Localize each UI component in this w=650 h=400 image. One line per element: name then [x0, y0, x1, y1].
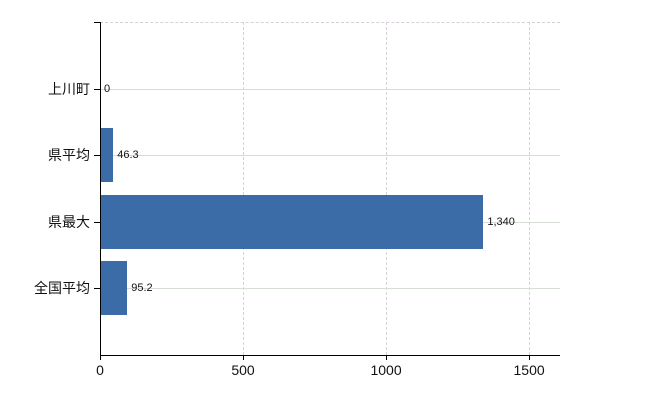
- value-label: 0: [104, 82, 111, 95]
- x-tick-label: 0: [96, 362, 104, 378]
- x-tick-label: 1000: [370, 362, 402, 378]
- x-tick-label: 500: [231, 362, 255, 378]
- plot-top-border: [100, 22, 560, 23]
- x-gridline: [386, 22, 388, 355]
- category-label: 県最大: [48, 213, 90, 230]
- y-axis-line: [100, 22, 101, 355]
- x-gridline: [529, 22, 531, 355]
- bar-3: [100, 194, 484, 249]
- value-label: 46.3: [117, 149, 139, 162]
- x-axis-line: [100, 355, 560, 356]
- y-gridline: [100, 288, 560, 290]
- category-label: 県平均: [48, 147, 90, 164]
- category-label: 上川町: [48, 80, 90, 97]
- value-label: 1,340: [487, 215, 515, 228]
- y-axis-top-tick: [94, 22, 100, 23]
- bar-4: [100, 261, 128, 316]
- y-axis-tick: [94, 155, 100, 157]
- x-axis-tick: [100, 355, 101, 360]
- x-axis-tick: [386, 355, 388, 360]
- y-gridline: [100, 88, 560, 90]
- value-label: 95.2: [131, 282, 153, 295]
- y-gridline: [100, 155, 560, 157]
- bar-2: [100, 128, 114, 183]
- y-axis-tick: [94, 221, 100, 223]
- category-label: 全国平均: [34, 280, 90, 297]
- x-axis-tick: [243, 355, 245, 360]
- plot-area: [100, 22, 560, 355]
- x-tick-label: 1500: [513, 362, 545, 378]
- x-gridline: [243, 22, 245, 355]
- y-axis-tick: [94, 288, 100, 290]
- y-axis-tick: [94, 88, 100, 90]
- x-axis-tick: [529, 355, 531, 360]
